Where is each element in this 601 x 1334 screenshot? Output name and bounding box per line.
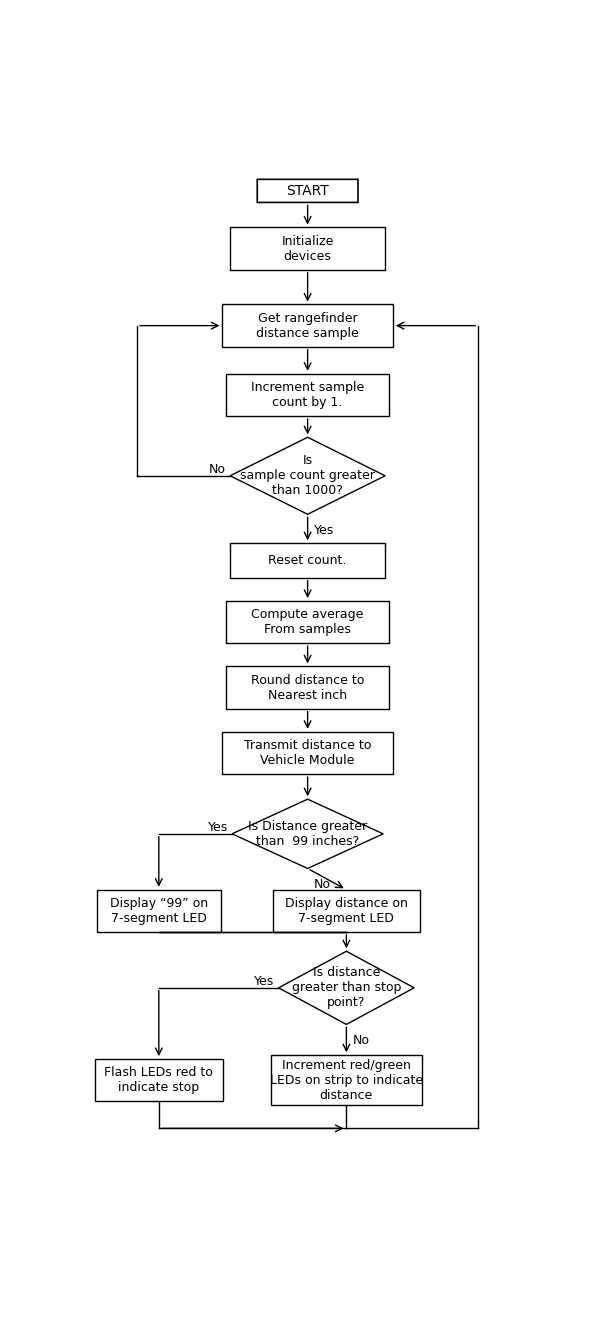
Text: Yes: Yes (208, 822, 228, 834)
Text: No: No (209, 463, 226, 476)
FancyBboxPatch shape (273, 890, 420, 932)
Text: Compute average
From samples: Compute average From samples (251, 608, 364, 636)
FancyBboxPatch shape (226, 600, 389, 643)
FancyBboxPatch shape (95, 1059, 223, 1102)
Text: Reset count.: Reset count. (269, 554, 347, 567)
FancyBboxPatch shape (230, 543, 385, 578)
Text: Get rangefinder
distance sample: Get rangefinder distance sample (256, 312, 359, 340)
FancyBboxPatch shape (222, 304, 393, 347)
Text: Round distance to
Nearest inch: Round distance to Nearest inch (251, 674, 364, 702)
Text: Initialize
devices: Initialize devices (281, 235, 334, 263)
Text: START: START (286, 184, 329, 197)
FancyBboxPatch shape (222, 732, 393, 774)
FancyBboxPatch shape (97, 890, 221, 932)
Text: Yes: Yes (314, 523, 334, 536)
Text: Transmit distance to
Vehicle Module: Transmit distance to Vehicle Module (244, 739, 371, 767)
Text: Increment red/green
LEDs on strip to indicate
distance: Increment red/green LEDs on strip to ind… (270, 1059, 423, 1102)
Text: Display “99” on
7-segment LED: Display “99” on 7-segment LED (110, 896, 208, 924)
Text: Yes: Yes (254, 975, 275, 988)
Text: Display distance on
7-segment LED: Display distance on 7-segment LED (285, 896, 408, 924)
FancyBboxPatch shape (226, 374, 389, 416)
FancyBboxPatch shape (271, 1055, 422, 1106)
Text: No: No (353, 1034, 370, 1047)
Text: No: No (314, 878, 331, 891)
Text: Increment sample
count by 1.: Increment sample count by 1. (251, 382, 364, 410)
Text: Is distance
greater than stop
point?: Is distance greater than stop point? (291, 966, 401, 1010)
Polygon shape (230, 438, 385, 515)
Text: Is
sample count greater
than 1000?: Is sample count greater than 1000? (240, 455, 375, 498)
Polygon shape (232, 799, 383, 868)
Text: Flash LEDs red to
indicate stop: Flash LEDs red to indicate stop (105, 1066, 213, 1094)
FancyBboxPatch shape (257, 179, 358, 203)
Text: Is Distance greater
than  99 inches?: Is Distance greater than 99 inches? (248, 820, 367, 848)
FancyBboxPatch shape (230, 228, 385, 269)
FancyBboxPatch shape (226, 667, 389, 708)
Polygon shape (278, 951, 414, 1025)
